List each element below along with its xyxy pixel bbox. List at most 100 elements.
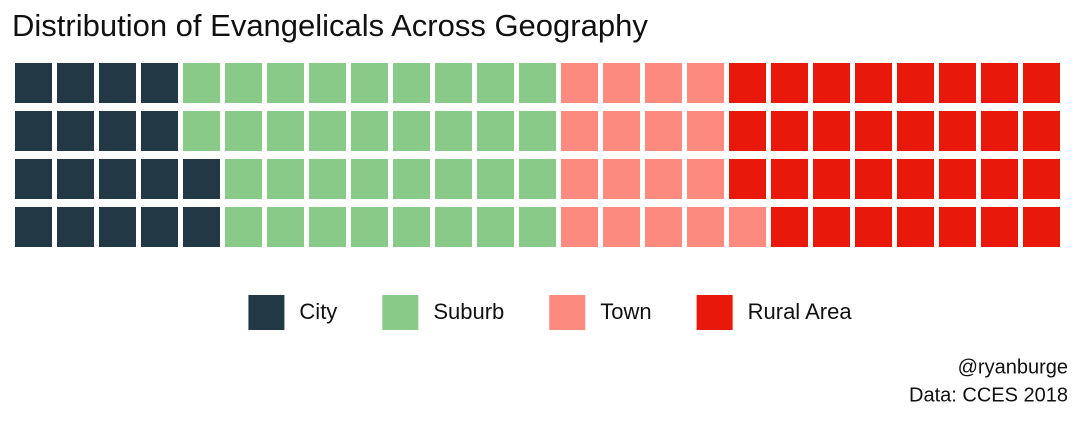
waffle-cell [813,159,850,199]
waffle-cell [1023,207,1060,247]
waffle-cell [309,111,346,151]
waffle-cell [393,111,430,151]
caption: @ryanburge [958,356,1068,378]
waffle-cell [57,159,94,199]
waffle-cell [351,207,388,247]
waffle-cell [897,159,934,199]
waffle-cell [99,111,136,151]
waffle-cell [15,111,52,151]
waffle-cell [561,159,598,199]
waffle-cell [981,63,1018,103]
waffle-cell [603,159,640,199]
waffle-cell [519,207,556,247]
waffle-cell [561,111,598,151]
waffle-cell [687,207,724,247]
waffle-cell [477,63,514,103]
waffle-cell [687,159,724,199]
waffle-cell [1023,63,1060,103]
waffle-cell [225,63,262,103]
waffle-cell [771,207,808,247]
legend: City Suburb Town Rural Area [248,295,852,330]
waffle-cell [939,111,976,151]
waffle-cell [477,207,514,247]
waffle-cell [15,159,52,199]
waffle-cell [855,159,892,199]
waffle-cell [309,159,346,199]
waffle-cell [267,207,304,247]
waffle-cell [519,159,556,199]
chart-title: Distribution of Evangelicals Across Geog… [12,8,648,43]
waffle-cell [729,63,766,103]
waffle-cell [813,207,850,247]
legend-swatch [696,295,733,330]
waffle-cell [57,111,94,151]
waffle-cell [141,207,178,247]
waffle-cell [141,111,178,151]
waffle-cell [477,111,514,151]
waffle-cell [351,111,388,151]
waffle-cell [183,207,220,247]
waffle-cell [267,111,304,151]
waffle-cell [57,207,94,247]
waffle-cell [267,159,304,199]
waffle-cell [645,111,682,151]
waffle-cell [393,207,430,247]
waffle-cell [645,63,682,103]
waffle-cell [939,207,976,247]
waffle-cell [477,159,514,199]
legend-label: Suburb [433,299,504,324]
waffle-cell [99,159,136,199]
waffle-cell [561,63,598,103]
waffle-cell [561,207,598,247]
waffle-cell [351,159,388,199]
waffle-cell [855,207,892,247]
waffle-cell [393,63,430,103]
legend-label: City [299,299,337,324]
waffle-cell [771,159,808,199]
waffle-cell [393,159,430,199]
waffle-cell [771,111,808,151]
waffle-cell [519,63,556,103]
waffle-cell [939,63,976,103]
legend-label: Rural Area [748,299,853,324]
waffle-cell [435,63,472,103]
waffle-cell [897,111,934,151]
waffle-cell [897,207,934,247]
waffle-cell [225,159,262,199]
waffle-cell [687,63,724,103]
waffle-cell [15,207,52,247]
waffle-cell [645,159,682,199]
waffle-cell [225,207,262,247]
waffle-cell [99,63,136,103]
waffle-cell [141,159,178,199]
waffle-cell [435,159,472,199]
waffle-cell [435,111,472,151]
waffle-cell [981,207,1018,247]
waffle-cell [729,207,766,247]
waffle-cell [183,63,220,103]
waffle-cell [225,111,262,151]
waffle-cell [813,63,850,103]
legend-swatch [382,295,419,330]
waffle-cell [897,63,934,103]
waffle-cell [1023,111,1060,151]
waffle-cell [813,111,850,151]
waffle-cell [1023,159,1060,199]
waffle-cell [141,63,178,103]
waffle-cell [99,207,136,247]
waffle-cell [981,159,1018,199]
waffle-cell [351,63,388,103]
waffle-cell [729,111,766,151]
waffle-cell [939,159,976,199]
waffle-cell [15,63,52,103]
waffle-cell [267,63,304,103]
waffle-cell [771,63,808,103]
legend-swatch [549,295,586,330]
waffle-cell [519,111,556,151]
waffle-cell [603,63,640,103]
waffle-cell [981,111,1018,151]
legend-label: Town [600,299,651,324]
waffle-cell [435,207,472,247]
waffle-cell [855,111,892,151]
